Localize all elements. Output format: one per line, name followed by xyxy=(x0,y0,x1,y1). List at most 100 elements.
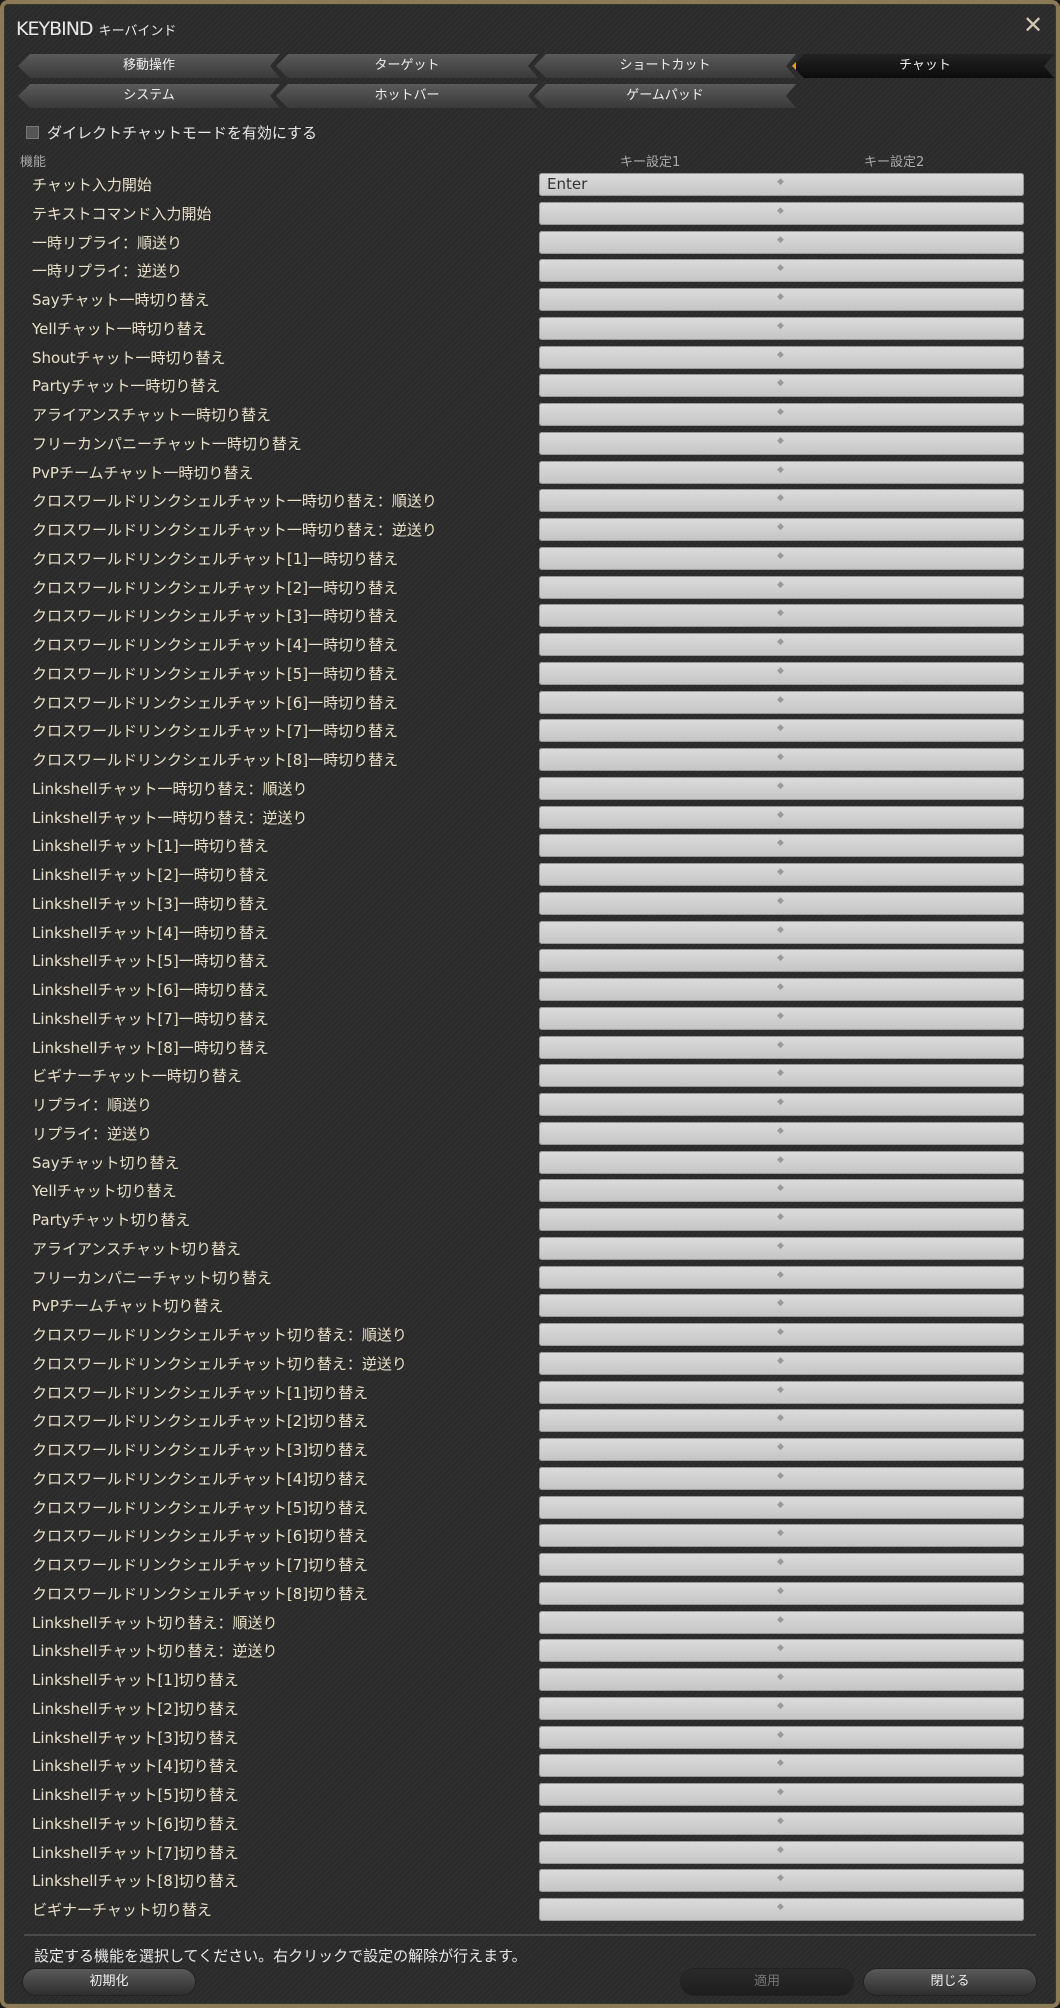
keybind-row[interactable]: クロスワールドリンクシェルチャット[8]一時切り替え ◆ xyxy=(24,745,1024,773)
key-field[interactable]: ◆ xyxy=(539,374,1024,398)
key-field[interactable]: ◆ xyxy=(539,690,1024,714)
key-field[interactable]: ◆ xyxy=(539,1438,1024,1461)
key-field[interactable]: ◆ xyxy=(539,1495,1024,1519)
keybind-row[interactable]: クロスワールドリンクシェルチャット[2]切り替え ◆ xyxy=(24,1406,1024,1434)
key-field[interactable]: ◆ xyxy=(539,1323,1024,1346)
key-field[interactable]: ◆ xyxy=(539,748,1024,771)
key-field[interactable]: ◆ xyxy=(539,575,1024,599)
keybind-row[interactable]: Yellチャット一時切り替え ◆ xyxy=(24,314,1024,342)
key-field[interactable]: ◆ xyxy=(539,1006,1024,1030)
keybind-row[interactable]: 一時リプライ：逆送り ◆ xyxy=(24,256,1024,284)
key-field[interactable]: ◆ xyxy=(539,489,1024,513)
keybind-row[interactable]: Linkshellチャット[1]一時切り替え ◆ xyxy=(24,831,1024,859)
key-field[interactable]: ◆ xyxy=(539,1064,1024,1088)
reset-button[interactable]: 初期化 xyxy=(23,1969,195,1995)
keybind-row[interactable]: Linkshellチャット[7]切り替え ◆ xyxy=(24,1838,1024,1866)
key-field[interactable]: ◆ xyxy=(539,834,1024,858)
key-field[interactable]: ◆ xyxy=(539,949,1024,973)
key-field[interactable]: ◆ xyxy=(539,1121,1024,1145)
keybind-row[interactable]: ビギナーチャット一時切り替え ◆ xyxy=(24,1061,1024,1089)
keybind-row[interactable]: クロスワールドリンクシェルチャット[5]一時切り替え ◆ xyxy=(24,659,1024,687)
keybind-row[interactable]: Linkshellチャット[8]切り替え ◆ xyxy=(24,1866,1024,1894)
keybind-row[interactable]: PvPチームチャット一時切り替え ◆ xyxy=(24,458,1024,486)
key-field[interactable]: ◆ xyxy=(539,403,1024,426)
key-field[interactable]: ◆ xyxy=(539,920,1024,944)
keybind-row[interactable]: Linkshellチャット[3]一時切り替え ◆ xyxy=(24,889,1024,917)
key-field[interactable]: ◆ xyxy=(539,805,1024,829)
keybind-row[interactable]: クロスワールドリンクシェルチャット切り替え：順送り ◆ xyxy=(24,1320,1024,1348)
tab-5[interactable]: システム xyxy=(18,84,280,108)
keybind-row[interactable]: アライアンスチャット切り替え ◆ xyxy=(24,1234,1024,1262)
key-field[interactable]: ◆ xyxy=(539,604,1024,628)
keybind-row[interactable]: Linkshellチャット[8]一時切り替え ◆ xyxy=(24,1033,1024,1061)
keybind-row[interactable]: Linkshellチャット切り替え：逆送り ◆ xyxy=(24,1636,1024,1664)
keybind-row[interactable]: クロスワールドリンクシェルチャット切り替え：逆送り ◆ xyxy=(24,1349,1024,1377)
key-field[interactable]: ◆ xyxy=(539,1668,1024,1691)
key-field[interactable]: ◆ xyxy=(539,345,1024,369)
key-field[interactable]: ◆ xyxy=(539,1840,1024,1864)
keybind-row[interactable]: Sayチャット一時切り替え ◆ xyxy=(24,285,1024,313)
key-field[interactable]: ◆ xyxy=(539,1409,1024,1433)
key-field[interactable]: ◆ xyxy=(539,1380,1024,1404)
key-field[interactable]: ◆ xyxy=(539,1466,1024,1490)
key-field[interactable]: ◆ xyxy=(539,1208,1024,1231)
keybind-row[interactable]: クロスワールドリンクシェルチャット一時切り替え：順送り ◆ xyxy=(24,486,1024,514)
keybind-row[interactable]: クロスワールドリンクシェルチャット[1]一時切り替え ◆ xyxy=(24,544,1024,572)
key-field[interactable]: ◆ xyxy=(539,288,1024,311)
keybind-row[interactable]: PvPチームチャット切り替え ◆ xyxy=(24,1291,1024,1319)
key-field[interactable]: ◆ xyxy=(539,1179,1024,1203)
keybind-row[interactable]: クロスワールドリンクシェルチャット[4]一時切り替え ◆ xyxy=(24,630,1024,658)
keybind-row[interactable]: クロスワールドリンクシェルチャット[6]一時切り替え ◆ xyxy=(24,688,1024,716)
keybind-row[interactable]: Shoutチャット一時切り替え ◆ xyxy=(24,343,1024,371)
keybind-row[interactable]: Linkshellチャット[3]切り替え ◆ xyxy=(24,1723,1024,1751)
key-field[interactable]: ◆ xyxy=(539,719,1024,743)
key-field[interactable]: ◆ xyxy=(539,1581,1024,1605)
key-field[interactable]: ◆ xyxy=(539,1150,1024,1174)
key-field[interactable]: ◆ xyxy=(539,1783,1024,1806)
key-field[interactable]: Enter ◆ xyxy=(539,173,1024,196)
key-field[interactable]: ◆ xyxy=(539,316,1024,340)
keybind-row[interactable]: Linkshellチャット[6]一時切り替え ◆ xyxy=(24,975,1024,1003)
keybind-row[interactable]: チャット入力開始 Enter ◆ xyxy=(24,170,1024,198)
keybind-row[interactable]: Linkshellチャット切り替え：順送り ◆ xyxy=(24,1608,1024,1636)
key-field[interactable]: ◆ xyxy=(539,460,1024,484)
keybind-row[interactable]: Partyチャット切り替え ◆ xyxy=(24,1205,1024,1233)
keybind-row[interactable]: クロスワールドリンクシェルチャット[6]切り替え ◆ xyxy=(24,1521,1024,1549)
keybind-row[interactable]: クロスワールドリンクシェルチャット[7]切り替え ◆ xyxy=(24,1550,1024,1578)
key-field[interactable]: ◆ xyxy=(539,1754,1024,1778)
keybind-row[interactable]: クロスワールドリンクシェルチャット[5]切り替え ◆ xyxy=(24,1493,1024,1521)
key-field[interactable]: ◆ xyxy=(539,1294,1024,1318)
key-field[interactable]: ◆ xyxy=(539,978,1024,1001)
keybind-row[interactable]: Linkshellチャット[5]一時切り替え ◆ xyxy=(24,946,1024,974)
keybind-row[interactable]: フリーカンパニーチャット切り替え ◆ xyxy=(24,1263,1024,1291)
key-field[interactable]: ◆ xyxy=(539,1093,1024,1116)
keybind-row[interactable]: フリーカンパニーチャット一時切り替え ◆ xyxy=(24,429,1024,457)
keybind-row[interactable]: クロスワールドリンクシェルチャット一時切り替え：逆送り ◆ xyxy=(24,515,1024,543)
key-field[interactable]: ◆ xyxy=(539,776,1024,800)
keybind-row[interactable]: Linkshellチャット[2]切り替え ◆ xyxy=(24,1694,1024,1722)
key-field[interactable]: ◆ xyxy=(539,633,1024,656)
keybind-row[interactable]: アライアンスチャット一時切り替え ◆ xyxy=(24,400,1024,428)
key-field[interactable]: ◆ xyxy=(539,1898,1024,1921)
keybind-row[interactable]: 一時リプライ：順送り ◆ xyxy=(24,228,1024,256)
key-field[interactable]: ◆ xyxy=(539,1725,1024,1749)
keybind-row[interactable]: Linkshellチャット[4]一時切り替え ◆ xyxy=(24,918,1024,946)
keybind-row[interactable]: ビギナーチャット切り替え ◆ xyxy=(24,1895,1024,1923)
key-field[interactable]: ◆ xyxy=(539,1869,1024,1893)
keybind-row[interactable]: リプライ：逆送り ◆ xyxy=(24,1119,1024,1147)
keybind-row[interactable]: クロスワールドリンクシェルチャット[2]一時切り替え ◆ xyxy=(24,573,1024,601)
checkbox-icon[interactable] xyxy=(26,126,39,139)
key-field[interactable]: ◆ xyxy=(539,1524,1024,1548)
key-field[interactable]: ◆ xyxy=(539,661,1024,685)
keybind-row[interactable]: Linkshellチャット[6]切り替え ◆ xyxy=(24,1809,1024,1837)
tab-3[interactable]: ショートカット xyxy=(534,54,796,78)
key-field[interactable]: ◆ xyxy=(539,891,1024,915)
key-field[interactable]: ◆ xyxy=(539,1236,1024,1260)
keybind-row[interactable]: Linkshellチャット[4]切り替え ◆ xyxy=(24,1751,1024,1779)
key-field[interactable]: ◆ xyxy=(539,1035,1024,1059)
keybind-row[interactable]: テキストコマンド入力開始 ◆ xyxy=(24,199,1024,227)
key-field[interactable]: ◆ xyxy=(539,1265,1024,1289)
keybind-row[interactable]: Linkshellチャット一時切り替え：順送り ◆ xyxy=(24,774,1024,802)
key-field[interactable]: ◆ xyxy=(539,1811,1024,1835)
keybind-row[interactable]: Yellチャット切り替え ◆ xyxy=(24,1176,1024,1204)
